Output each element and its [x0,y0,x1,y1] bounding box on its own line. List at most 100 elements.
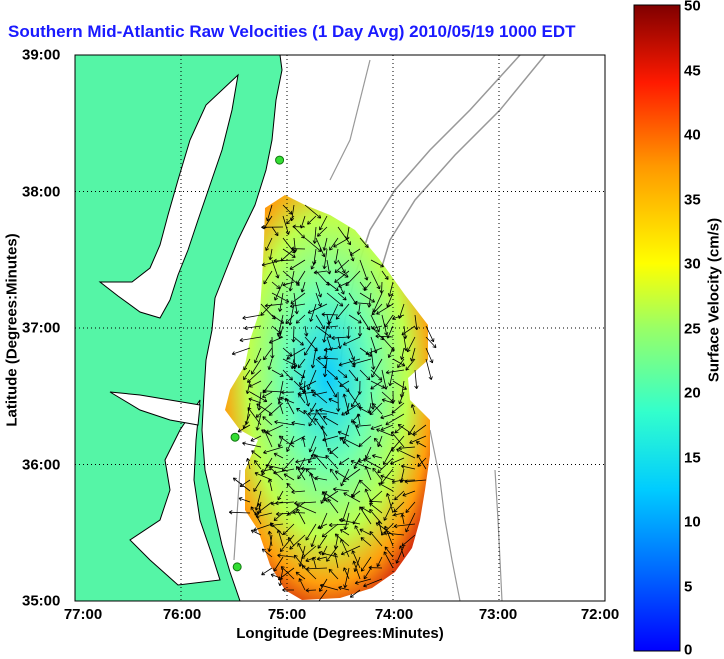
velocity-arrow [327,447,339,459]
velocity-arrow [309,303,317,322]
velocity-arrow [322,325,328,343]
velocity-arrow [322,491,339,503]
velocity-arrow [319,215,328,231]
velocity-arrow [351,391,361,408]
velocity-arrow [326,281,339,292]
velocity-arrow [381,398,394,404]
velocity-arrow [370,424,383,431]
velocity-arrow [342,393,350,415]
velocity-arrow [337,292,347,301]
velocity-arrow [388,369,394,387]
velocity-arrow [340,545,361,556]
velocity-arrow [343,567,350,589]
velocity-arrow [348,358,356,368]
velocity-arrow [257,391,262,411]
velocity-arrow [296,508,306,525]
velocity-arrow [323,347,339,352]
velocity-arrow [263,446,284,455]
velocity-arrow [326,369,339,380]
velocity-arrow [301,436,306,448]
velocity-arrow [295,457,317,464]
y-tick-label: 35:00 [22,592,61,610]
velocity-arrow [363,578,383,588]
velocity-arrow [415,441,427,448]
velocity-arrow [371,358,383,378]
velocity-arrow [335,303,350,320]
velocity-arrow [250,529,262,536]
velocity-arrow [263,429,273,448]
velocity-arrow [383,551,394,569]
velocity-arrow [254,471,273,481]
velocity-arrow [304,237,322,252]
y-tick-label: 39:00 [22,46,61,64]
velocity-arrow [425,347,434,364]
velocity-arrow [338,518,361,525]
velocity-arrow [293,336,304,346]
velocity-arrow [368,565,383,570]
velocity-arrow [354,578,372,585]
velocity-arrow [376,428,394,437]
velocity-arrow [348,314,362,324]
velocity-arrow [405,501,416,513]
velocity-arrow [370,347,376,370]
velocity-arrow [329,237,339,251]
velocity-arrow [315,237,326,258]
velocity-arrow [264,303,284,308]
velocity-arrow [318,550,339,558]
velocity-arrow [337,226,352,246]
velocity-arrow [242,314,262,320]
velocity-arrow [257,502,262,514]
velocity-arrow [337,430,350,437]
velocity-arrow [297,358,306,369]
velocity-arrow [308,413,317,427]
velocity-arrow [395,545,405,564]
velocity-arrow [291,325,296,343]
velocity-arrow [358,435,372,447]
velocity-arrow [251,450,262,459]
velocity-arrow [383,525,394,547]
velocity-arrow [351,550,361,569]
velocity-arrow [371,303,383,316]
velocity-arrow [333,552,339,569]
velocity-arrow [271,259,280,279]
velocity-arrow [282,587,295,593]
velocity-arrow [363,281,372,292]
velocity-arrow [253,347,262,364]
velocity-arrow [280,566,295,580]
velocity-arrow [262,416,273,426]
velocity-arrow [263,270,273,285]
velocity-arrow [310,389,328,404]
velocity-arrow [373,437,383,448]
velocity-arrow [363,458,383,470]
velocity-arrow [304,204,322,219]
colorbar-tick: 45 [684,62,701,80]
velocity-arrow [333,487,350,492]
velocity-arrow [297,542,306,558]
velocity-arrow [319,578,328,592]
velocity-arrow [334,470,350,481]
velocity-arrow [370,380,386,389]
velocity-arrow [327,498,339,514]
velocity-arrow [250,506,262,525]
velocity-arrow [306,369,317,391]
colorbar-label: Surface Velocity (cm/s) [705,217,723,383]
velocity-arrow [359,479,372,492]
velocity-arrow [398,391,405,405]
velocity-arrow [402,490,416,497]
velocity-arrow [394,424,405,434]
velocity-arrow [425,325,435,343]
x-axis-label: Longitude (Degrees:Minutes) [236,625,444,642]
velocity-arrow [333,237,350,248]
velocity-arrow [397,423,416,437]
velocity-arrow [341,402,361,416]
velocity-arrow [370,270,381,290]
velocity-arrow [242,441,262,448]
isobath-contour [429,429,461,601]
isobath-contour [377,55,546,281]
velocity-arrow [265,237,273,251]
velocity-arrow [268,336,284,344]
velocity-arrow [296,408,306,415]
radar-station-marker [287,55,291,56]
velocity-arrow [315,314,325,330]
velocity-arrow [354,300,372,306]
